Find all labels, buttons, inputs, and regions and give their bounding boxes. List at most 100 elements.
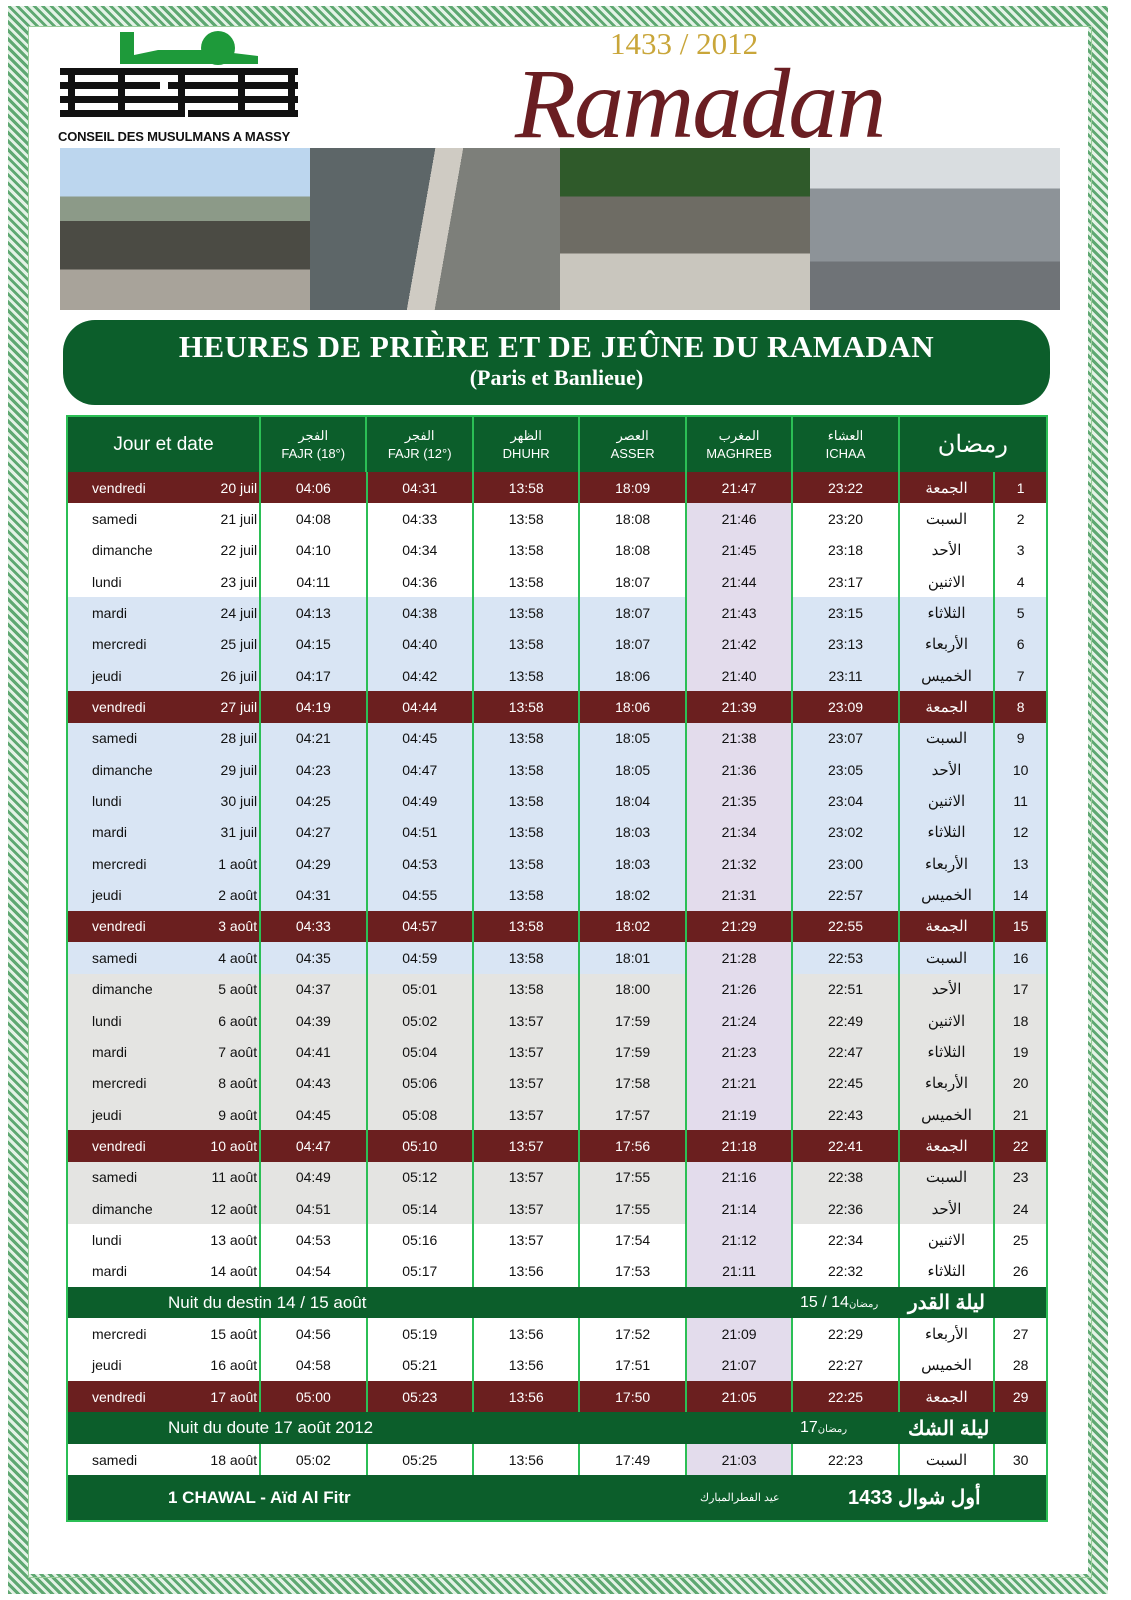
ichaa-time: 23:18 — [793, 534, 900, 567]
arabic-weekday: السبت — [900, 1161, 996, 1193]
maghreb-time: 21:23 — [686, 1036, 794, 1068]
ramadan-day-number: 23 — [1012, 1169, 1029, 1186]
dhuhr-time: 13:58 — [474, 691, 581, 723]
fajr18-time: 04:27 — [261, 816, 368, 849]
fajr12-time: 05:16 — [368, 1224, 474, 1256]
fajr12-time: 04:53 — [368, 848, 474, 880]
date-cell: vendredi 20 juil — [68, 472, 262, 504]
fajr12-time: 05:10 — [368, 1130, 474, 1162]
table-row: samedi 21 juil 04:08 04:33 13:58 18:08 21:46 23… — [68, 503, 1046, 535]
table-row: mercredi 25 juil 04:15 04:40 13:58 18:07 21:42… — [68, 628, 1046, 661]
table-row: mercredi 1 août 04:29 04:53 13:58 18:03 21:32 2… — [68, 848, 1046, 880]
table-row: mercredi 8 août 04:43 05:06 13:57 17:58 21:21 2… — [68, 1067, 1046, 1099]
arabic-weekday: الجمعة — [900, 691, 996, 723]
ramadan-day-number: 5 — [1016, 605, 1025, 622]
weekday: samedi — [92, 511, 138, 528]
weekday: samedi — [92, 730, 138, 747]
ichaa-time: 22:25 — [793, 1381, 900, 1413]
mosque-logo-icon — [60, 31, 298, 117]
ramadan-day-number: 21 — [1012, 1106, 1029, 1123]
fajr12-time: 04:38 — [368, 597, 474, 629]
fajr18-time: 04:47 — [261, 1130, 368, 1162]
dhuhr-time: 13:56 — [474, 1443, 581, 1476]
dhuhr-time: 13:56 — [474, 1349, 581, 1382]
ichaa-time: 23:17 — [793, 566, 900, 598]
dhuhr-time: 13:57 — [474, 1130, 581, 1162]
asser-time: 18:01 — [580, 942, 687, 974]
arabic-weekday: الأربعاء — [900, 848, 996, 880]
ichaa-time: 23:09 — [793, 691, 900, 723]
date-cell: lundi 13 août — [68, 1224, 262, 1256]
date-cell: samedi 18 août — [68, 1443, 262, 1476]
table-row: lundi 23 juil 04:11 04:36 13:58 18:07 21:44 23:… — [68, 566, 1046, 598]
maghreb-time: 21:34 — [686, 816, 794, 849]
weekday: dimanche — [92, 542, 153, 559]
header-fr: DHUHR — [502, 445, 550, 461]
date: 10 août — [210, 1137, 258, 1154]
special-night-ramadan-day: رمضان14 / 15 — [800, 1294, 884, 1312]
dhuhr-time: 13:58 — [474, 910, 581, 943]
banner-subtitle: (Paris et Banlieue) — [469, 365, 644, 390]
photo-strip — [60, 148, 1060, 310]
dhuhr-time: 13:57 — [474, 1224, 581, 1256]
ichaa-time: 22:23 — [793, 1443, 900, 1476]
header-fr: MAGHREB — [706, 445, 772, 461]
date: 6 août — [218, 1012, 258, 1029]
date: 8 août — [218, 1075, 258, 1092]
table-row: vendredi 10 août 04:47 05:10 13:57 17:56 21:18… — [68, 1130, 1046, 1162]
ramadan-day-number: 13 — [1012, 855, 1029, 872]
weekday: jeudi — [92, 1357, 122, 1374]
title-ramadan: Ramadan — [515, 48, 886, 159]
fajr18-time: 05:02 — [261, 1443, 368, 1476]
date-cell: dimanche 12 août — [68, 1192, 262, 1225]
ramadan-day-number: 15 — [1012, 918, 1029, 935]
arabic-weekday: الاثنين — [900, 566, 996, 598]
date: 11 août — [211, 1169, 258, 1186]
ramadan-day-number: 29 — [1012, 1388, 1029, 1405]
date-cell: vendredi 17 août — [68, 1381, 262, 1413]
header-asser: العصر ASSER — [580, 417, 687, 472]
table-row: mardi 31 juil 04:27 04:51 13:58 18:03 21:34 23:… — [68, 816, 1046, 849]
fajr12-time: 05:17 — [368, 1255, 474, 1287]
asser-time: 18:06 — [580, 691, 687, 723]
table-row: mardi 24 juil 04:13 04:38 13:58 18:07 21:43 23:… — [68, 597, 1046, 629]
ichaa-time: 22:29 — [793, 1318, 900, 1350]
date: 15 août — [210, 1326, 258, 1343]
fajr12-time: 04:45 — [368, 722, 474, 755]
asser-time: 18:05 — [580, 754, 687, 786]
arabic-weekday: الثلاثاء — [900, 1255, 996, 1287]
ichaa-time: 22:38 — [793, 1161, 900, 1193]
ichaa-time: 23:22 — [793, 472, 900, 504]
weekday: mercredi — [92, 636, 147, 653]
weekday: dimanche — [92, 1200, 153, 1217]
header-fajr12: الفجر FAJR (12°) — [367, 417, 474, 472]
date-cell: vendredi 3 août — [68, 910, 262, 943]
fajr12-time: 05:25 — [368, 1443, 474, 1476]
weekday: samedi — [92, 1451, 138, 1468]
maghreb-time: 21:35 — [686, 785, 794, 817]
fajr12-time: 04:40 — [368, 628, 474, 661]
ichaa-time: 22:36 — [793, 1192, 900, 1225]
fajr18-time: 04:58 — [261, 1349, 368, 1382]
date-cell: mercredi 15 août — [68, 1318, 262, 1350]
fajr18-time: 04:21 — [261, 722, 368, 755]
dhuhr-time: 13:58 — [474, 848, 581, 880]
fajr12-time: 04:31 — [368, 472, 474, 504]
dhuhr-time: 13:58 — [474, 660, 581, 692]
fajr18-time: 04:45 — [261, 1098, 368, 1131]
fajr18-time: 04:49 — [261, 1161, 368, 1193]
weekday: mardi — [92, 1043, 128, 1060]
weekday: mardi — [92, 824, 128, 841]
prayer-times-table: Jour et date الفجر FAJR (18°) الفجر FAJR (… — [66, 415, 1048, 1523]
header-dhuhr: الظهر DHUHR — [474, 417, 581, 472]
ichaa-time: 23:07 — [793, 722, 900, 755]
ramadan-day-number: 20 — [1012, 1075, 1029, 1092]
ichaa-time: 23:04 — [793, 785, 900, 817]
ramadan-day-number: 9 — [1016, 730, 1025, 747]
asser-time: 18:05 — [580, 722, 687, 755]
weekday: mercredi — [92, 1075, 147, 1092]
fajr12-time: 04:33 — [368, 503, 474, 535]
date: 21 juil — [220, 511, 258, 528]
arabic-weekday: الجمعة — [900, 910, 996, 943]
arabic-weekday: الخميس — [900, 1349, 996, 1382]
